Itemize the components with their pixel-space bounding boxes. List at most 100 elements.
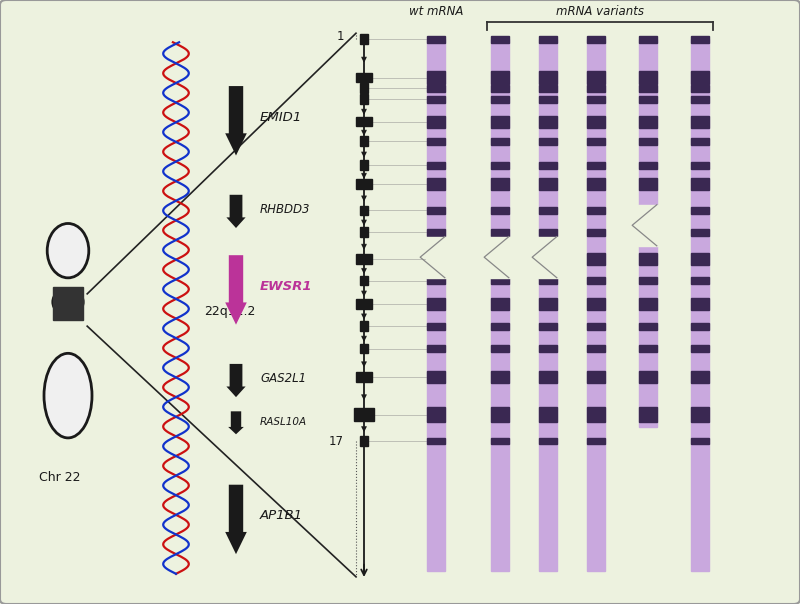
Bar <box>539 277 557 284</box>
Bar <box>491 323 509 330</box>
Text: AP1B1: AP1B1 <box>260 509 303 522</box>
Bar <box>356 179 372 188</box>
Bar <box>639 39 657 427</box>
Bar <box>427 207 445 214</box>
Ellipse shape <box>47 223 89 278</box>
Bar <box>587 252 605 265</box>
Bar <box>491 85 509 92</box>
Bar <box>491 207 509 214</box>
Bar <box>587 407 605 422</box>
Bar <box>539 138 557 145</box>
Bar <box>427 115 445 127</box>
Bar <box>360 161 368 170</box>
Text: mRNA variants: mRNA variants <box>556 5 644 18</box>
Bar <box>539 407 557 422</box>
Bar <box>490 237 510 278</box>
Bar <box>491 407 509 422</box>
Bar <box>639 178 657 190</box>
Bar <box>427 96 445 103</box>
Bar <box>691 252 709 265</box>
Bar <box>691 229 709 236</box>
Text: EMID1: EMID1 <box>260 111 302 124</box>
Bar <box>354 408 374 421</box>
Bar <box>691 345 709 352</box>
Bar <box>539 371 557 384</box>
Bar <box>360 227 368 237</box>
Bar <box>360 94 368 104</box>
Bar <box>587 178 605 190</box>
Bar <box>491 71 509 83</box>
Bar <box>691 298 709 310</box>
Bar <box>491 345 509 352</box>
Bar <box>356 373 372 382</box>
Text: 1: 1 <box>337 30 344 43</box>
Bar <box>639 298 657 310</box>
Bar <box>539 71 557 83</box>
Bar <box>639 229 657 236</box>
Polygon shape <box>226 194 246 228</box>
Bar <box>587 162 605 169</box>
Bar <box>539 229 557 236</box>
Bar <box>427 407 445 422</box>
Bar <box>491 162 509 169</box>
Bar <box>427 85 445 92</box>
Bar <box>691 207 709 214</box>
Bar <box>639 345 657 352</box>
Text: Chr 22: Chr 22 <box>39 471 81 484</box>
Bar <box>427 438 445 445</box>
Bar <box>587 71 605 83</box>
Bar <box>491 277 509 284</box>
Bar <box>53 287 83 320</box>
Bar <box>639 36 657 43</box>
Bar <box>691 178 709 190</box>
Bar <box>639 323 657 330</box>
Bar <box>539 36 557 43</box>
Bar <box>360 137 368 146</box>
Bar <box>638 205 658 246</box>
Bar <box>538 237 558 278</box>
Bar <box>587 207 605 214</box>
Bar <box>587 277 605 284</box>
Bar <box>360 83 368 93</box>
Bar <box>427 371 445 384</box>
Bar <box>691 39 709 571</box>
Ellipse shape <box>53 289 83 315</box>
Bar <box>691 371 709 384</box>
Bar <box>356 299 372 309</box>
Bar <box>587 85 605 92</box>
Bar <box>691 96 709 103</box>
Bar <box>360 436 368 446</box>
Bar <box>639 207 657 214</box>
Bar <box>539 252 557 265</box>
Bar <box>427 138 445 145</box>
Bar <box>587 438 605 445</box>
Bar <box>691 162 709 169</box>
Bar <box>427 71 445 83</box>
Bar <box>639 115 657 127</box>
Bar <box>491 115 509 127</box>
Bar <box>639 277 657 284</box>
Bar <box>427 36 445 43</box>
Bar <box>491 178 509 190</box>
Bar <box>691 85 709 92</box>
Bar <box>691 71 709 83</box>
Bar <box>427 298 445 310</box>
Polygon shape <box>226 86 246 155</box>
Bar <box>639 71 657 83</box>
Bar <box>539 162 557 169</box>
Bar <box>491 39 509 571</box>
Bar <box>639 138 657 145</box>
Bar <box>491 252 509 265</box>
Bar <box>539 345 557 352</box>
Text: 22q12.2: 22q12.2 <box>204 304 255 318</box>
Bar <box>426 237 446 278</box>
Bar <box>587 36 605 43</box>
Bar <box>491 371 509 384</box>
Text: EWSR1: EWSR1 <box>260 280 313 293</box>
Bar <box>427 178 445 190</box>
Bar <box>587 115 605 127</box>
Bar <box>491 229 509 236</box>
Bar <box>639 162 657 169</box>
Polygon shape <box>228 411 244 434</box>
Bar <box>539 96 557 103</box>
